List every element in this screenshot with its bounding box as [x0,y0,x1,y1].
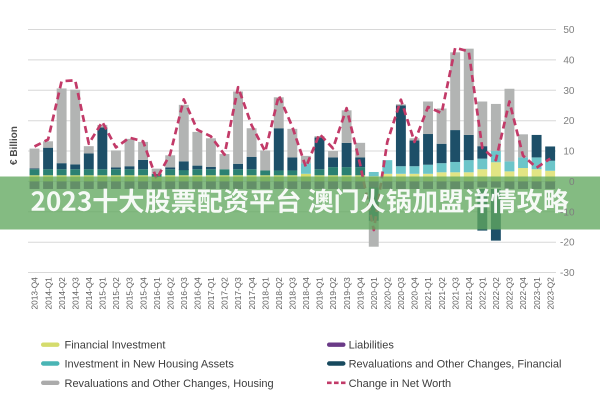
svg-text:2019-Q3: 2019-Q3 [342,277,352,310]
svg-text:2017-Q3: 2017-Q3 [233,277,243,310]
svg-text:2016-Q2: 2016-Q2 [165,277,175,310]
svg-text:Investment in New Housing Asse: Investment in New Housing Assets [65,359,235,371]
svg-text:2017-Q1: 2017-Q1 [206,277,216,310]
svg-text:2022-Q3: 2022-Q3 [505,277,515,310]
svg-text:2018-Q3: 2018-Q3 [288,277,298,310]
svg-text:20: 20 [563,116,575,127]
svg-text:2021-Q1: 2021-Q1 [423,277,433,310]
svg-text:2015-Q4: 2015-Q4 [138,277,148,310]
svg-text:10: 10 [563,147,575,158]
svg-text:2021-Q2: 2021-Q2 [437,277,447,310]
svg-text:2022-Q2: 2022-Q2 [491,277,501,310]
svg-text:2023-Q2: 2023-Q2 [545,277,555,310]
svg-text:2020-Q1: 2020-Q1 [369,277,379,310]
svg-text:Liabilities: Liabilities [349,340,395,352]
svg-text:2020-Q4: 2020-Q4 [410,277,420,310]
svg-text:2020-Q2: 2020-Q2 [383,277,393,310]
svg-text:30: 30 [563,86,575,97]
svg-text:2015-Q3: 2015-Q3 [125,277,135,310]
svg-text:Revaluations and Other Changes: Revaluations and Other Changes, Housing [65,378,274,390]
svg-text:2014-Q2: 2014-Q2 [57,277,67,310]
svg-text:40: 40 [563,55,575,66]
svg-text:2019-Q4: 2019-Q4 [355,277,365,310]
svg-text:2018-Q1: 2018-Q1 [260,277,270,310]
svg-text:0: 0 [569,177,575,188]
svg-text:2022-Q1: 2022-Q1 [478,277,488,310]
svg-text:2015-Q2: 2015-Q2 [111,277,121,310]
svg-text:2018-Q2: 2018-Q2 [274,277,284,310]
svg-text:€ Billion: € Billion [9,126,20,165]
svg-text:2016-Q1: 2016-Q1 [152,277,162,310]
svg-text:Revaluations and Other Changes: Revaluations and Other Changes, Financia… [349,359,562,371]
svg-text:50: 50 [563,25,575,36]
svg-text:2019-Q2: 2019-Q2 [328,277,338,310]
svg-text:2014-Q4: 2014-Q4 [84,277,94,310]
svg-text:2023-Q1: 2023-Q1 [532,277,542,310]
svg-text:2016-Q4: 2016-Q4 [193,277,203,310]
svg-text:2014-Q3: 2014-Q3 [70,277,80,310]
svg-text:2018-Q4: 2018-Q4 [301,277,311,310]
svg-text:2022-Q4: 2022-Q4 [518,277,528,310]
svg-text:-20: -20 [560,238,575,249]
svg-text:2013-Q4: 2013-Q4 [30,277,40,310]
svg-text:-30: -30 [560,268,575,279]
svg-text:Change in Net Worth: Change in Net Worth [349,378,452,390]
svg-text:2019-Q1: 2019-Q1 [315,277,325,310]
svg-text:2014-Q1: 2014-Q1 [43,277,53,310]
svg-text:2021-Q3: 2021-Q3 [450,277,460,310]
svg-text:2021-Q4: 2021-Q4 [464,277,474,310]
svg-text:Financial Investment: Financial Investment [65,340,166,352]
svg-text:2015-Q1: 2015-Q1 [98,277,108,310]
svg-text:2020-Q3: 2020-Q3 [396,277,406,310]
svg-text:2017-Q4: 2017-Q4 [247,277,257,310]
svg-text:2016-Q3: 2016-Q3 [179,277,189,310]
svg-text:-10: -10 [560,207,575,218]
svg-text:2017-Q2: 2017-Q2 [220,277,230,310]
